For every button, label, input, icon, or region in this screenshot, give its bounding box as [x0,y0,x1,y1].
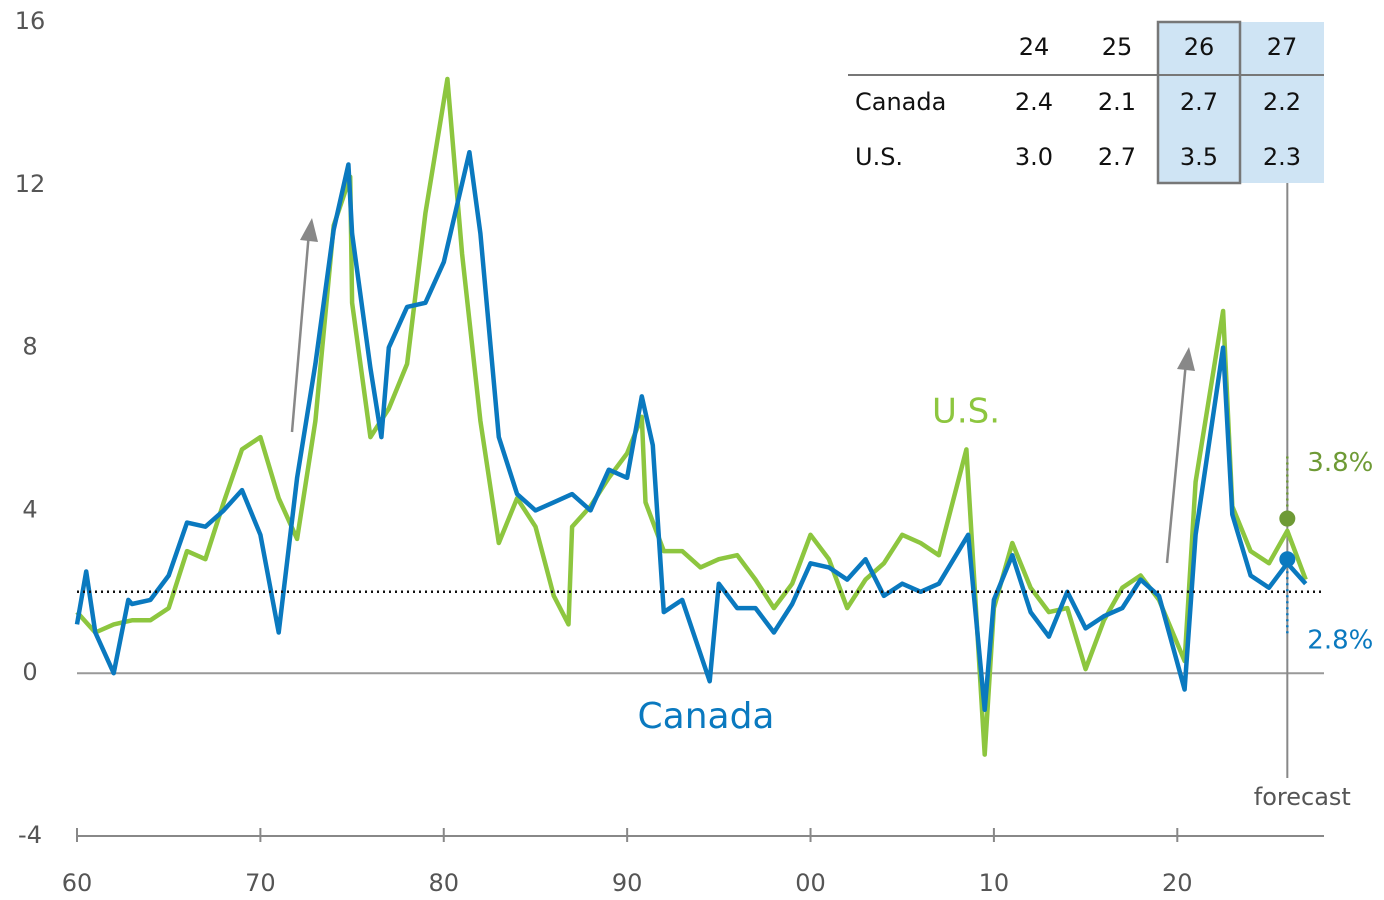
table-cell: 2.4 [1015,88,1053,116]
arrow-head [1177,347,1195,371]
table-header: 26 [1184,33,1215,61]
y-tick-label: 4 [22,495,37,523]
table-header: 27 [1267,33,1298,61]
table-row-label: U.S. [855,143,903,171]
x-tick-label: 00 [795,869,826,897]
arrow [290,231,311,433]
series-line [75,76,1308,757]
x-tick-label: 20 [1162,869,1193,897]
x-tick-label: 80 [428,869,459,897]
forecast-point [1279,510,1296,527]
arrow [1165,361,1188,564]
table-cell: 3.0 [1015,143,1053,171]
forecast-point [1279,551,1296,568]
table-cell: 2.7 [1098,143,1136,171]
table-row-label: Canada [855,88,946,116]
y-tick-label: -4 [18,821,42,849]
table-cell: 2.3 [1263,143,1301,171]
highlight-box [1156,20,1242,185]
table-cell: 3.5 [1180,143,1218,171]
y-tick-label: 16 [15,7,46,35]
x-tick-label: 70 [245,869,276,897]
series-label: U.S. [932,392,1000,432]
x-tick-label: 90 [612,869,643,897]
arrow-head [300,218,318,242]
series-line [74,149,1308,713]
table-cell: 2.2 [1263,88,1301,116]
table-header: 25 [1102,33,1133,61]
x-tick-label: 60 [62,869,93,897]
y-tick-label: 8 [22,333,37,361]
y-tick-label: 12 [15,170,46,198]
forecast-value: 3.8% [1307,448,1373,478]
forecast-value: 2.8% [1307,626,1373,656]
table-cell: 2.1 [1098,88,1136,116]
forecast-label: forecast [1254,783,1351,811]
series-label: Canada [638,696,775,737]
x-tick-label: 10 [979,869,1010,897]
table-header: 24 [1019,33,1050,61]
y-tick-label: 0 [22,658,37,686]
table-cell: 2.7 [1180,88,1218,116]
